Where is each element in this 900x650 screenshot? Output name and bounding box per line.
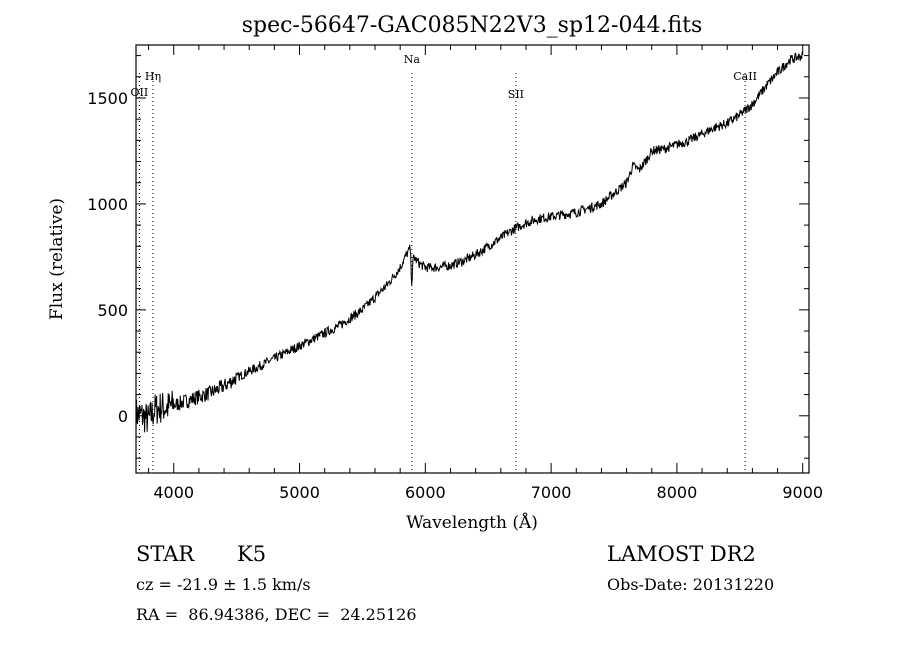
obs-date-text: Obs-Date: 20131220 — [607, 575, 775, 594]
y-tick-label: 0 — [118, 407, 128, 426]
survey-name: LAMOST DR2 — [607, 542, 756, 566]
x-tick-label: 8000 — [657, 483, 698, 502]
x-tick-label: 5000 — [279, 483, 320, 502]
y-tick-label: 1500 — [87, 89, 128, 108]
x-tick-label: 6000 — [405, 483, 446, 502]
spectral-line-label: OII — [131, 86, 149, 99]
chart-title: spec-56647-GAC085N22V3_sp12-044.fits — [242, 13, 703, 38]
spectrum-line — [135, 51, 804, 433]
redshift-text: cz = -21.9 ± 1.5 km/s — [136, 575, 311, 594]
axis-ticks — [136, 45, 809, 473]
x-axis-label: Wavelength (Å) — [406, 512, 538, 533]
plot-frame — [135, 44, 810, 474]
spectral-line-label: Na — [404, 53, 421, 66]
y-tick-label: 1000 — [87, 195, 128, 214]
x-tick-label: 7000 — [531, 483, 572, 502]
spectral-line-markers: Hη OII Na SII CaII — [131, 53, 757, 473]
spectral-line-label: Hη — [145, 70, 161, 83]
object-class: STAR — [136, 542, 195, 566]
x-tick-label: 4000 — [153, 483, 194, 502]
axis-tick-labels: 4000 5000 6000 7000 8000 9000 0 500 1000 1500 — [87, 89, 823, 502]
spectral-line-label: CaII — [733, 70, 757, 83]
y-axis-label: Flux (relative) — [47, 198, 67, 320]
y-tick-label: 500 — [97, 301, 128, 320]
object-subclass: K5 — [237, 542, 267, 566]
spectral-line-label: SII — [508, 88, 524, 101]
x-tick-label: 9000 — [782, 483, 823, 502]
coordinates-text: RA = 86.94386, DEC = 24.25126 — [136, 605, 417, 624]
